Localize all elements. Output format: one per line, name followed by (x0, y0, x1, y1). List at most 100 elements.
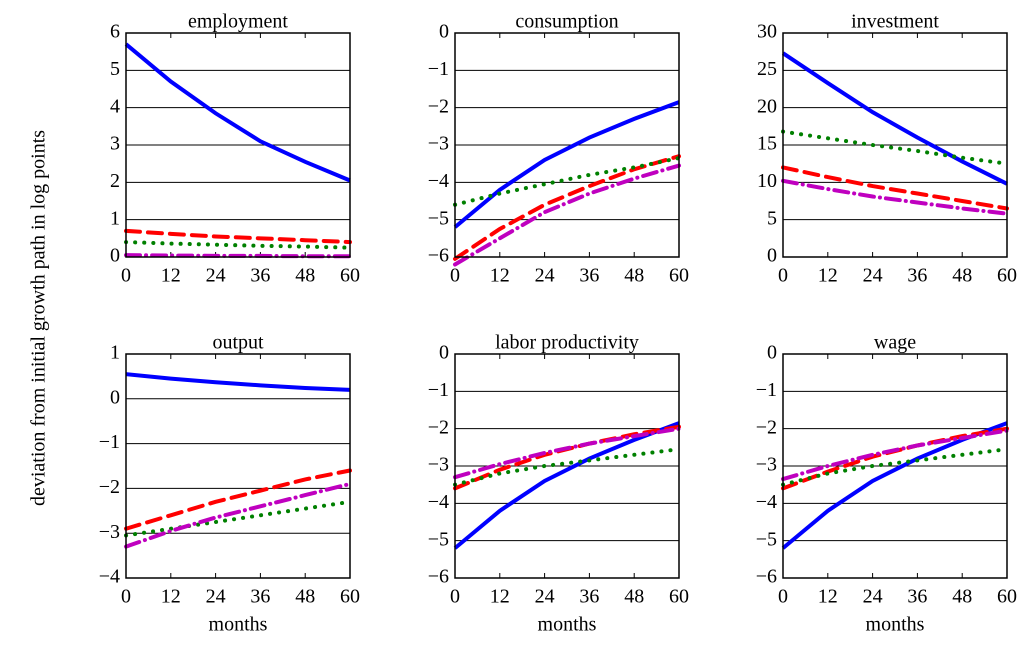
x-tick-label: 48 (952, 586, 972, 608)
series-line (781, 165, 1009, 211)
x-tick-label: 36 (907, 586, 927, 608)
y-tick-label: −3 (428, 133, 449, 155)
x-tick-label: 0 (121, 265, 131, 287)
y-tick-label: 1 (110, 342, 120, 364)
y-tick-label: −3 (99, 521, 120, 543)
y-axis-label: deviation from initial growth path in lo… (28, 130, 50, 506)
series-line (453, 447, 681, 487)
x-tick-label: 36 (907, 265, 927, 287)
x-tick-label: 24 (863, 265, 883, 287)
series-line (124, 253, 352, 259)
y-tick-label: 25 (757, 58, 777, 80)
y-tick-label: −6 (756, 566, 777, 588)
series-line (124, 481, 352, 549)
series-line (781, 428, 1009, 482)
series-line (124, 240, 352, 250)
y-tick-label: −2 (756, 416, 777, 438)
y-tick-label: −4 (428, 170, 449, 192)
y-tick-label: 5 (110, 58, 120, 80)
x-tick-label: 48 (952, 265, 972, 287)
x-tick-label: 24 (863, 586, 883, 608)
chart-title: labor productivity (495, 332, 639, 354)
series-line (124, 468, 352, 531)
series-line (453, 156, 681, 207)
y-tick-label: 15 (757, 133, 777, 155)
y-tick-label: −3 (428, 454, 449, 476)
chart-title: consumption (515, 11, 618, 33)
y-tick-label: 2 (110, 170, 120, 192)
x-tick-label: 36 (579, 265, 599, 287)
y-tick-label: −1 (99, 431, 120, 453)
plot-frame (782, 353, 1008, 579)
y-tick-label: 30 (757, 21, 777, 43)
series-line (781, 421, 1008, 550)
chart-title: investment (851, 11, 939, 33)
x-axis-label: months (866, 614, 925, 636)
x-tick-label: 36 (250, 265, 270, 287)
series-line (453, 421, 680, 550)
y-tick-label: 0 (439, 21, 449, 43)
chart-title: output (212, 332, 264, 354)
y-tick-label: 0 (767, 342, 777, 364)
y-tick-label: 5 (767, 207, 777, 229)
y-tick-label: 20 (757, 95, 777, 117)
series-line (781, 447, 1009, 487)
y-tick-label: −1 (428, 379, 449, 401)
y-tick-label: −1 (756, 379, 777, 401)
series-line (453, 426, 681, 480)
x-tick-label: 12 (818, 265, 838, 287)
chart-title: employment (188, 11, 288, 33)
x-tick-label: 36 (579, 586, 599, 608)
series-line (124, 228, 352, 245)
x-tick-label: 0 (778, 265, 788, 287)
y-tick-label: −4 (756, 491, 777, 513)
y-tick-label: 0 (767, 245, 777, 267)
x-tick-label: 24 (206, 586, 226, 608)
series-line (781, 178, 1009, 216)
y-tick-label: 10 (757, 170, 777, 192)
y-tick-label: −2 (428, 416, 449, 438)
x-tick-label: 0 (778, 586, 788, 608)
series-line (781, 51, 1008, 186)
plot-frame (782, 32, 1008, 258)
y-tick-label: −4 (428, 491, 449, 513)
x-tick-label: 48 (624, 265, 644, 287)
x-tick-label: 24 (535, 586, 555, 608)
x-tick-label: 0 (450, 265, 460, 287)
y-tick-label: −5 (428, 528, 449, 550)
x-tick-label: 12 (490, 265, 510, 287)
x-tick-label: 12 (818, 586, 838, 608)
y-tick-label: −5 (756, 528, 777, 550)
x-tick-label: 24 (535, 265, 555, 287)
series-line (124, 42, 351, 183)
x-tick-label: 0 (450, 586, 460, 608)
y-tick-label: −6 (428, 566, 449, 588)
y-tick-label: −6 (428, 245, 449, 267)
x-tick-label: 24 (206, 265, 226, 287)
x-tick-label: 60 (669, 586, 689, 608)
x-tick-label: 12 (490, 586, 510, 608)
x-tick-label: 60 (340, 586, 360, 608)
y-tick-label: −2 (99, 476, 120, 498)
y-tick-label: 4 (110, 95, 120, 117)
y-tick-label: 0 (110, 386, 120, 408)
chart-title: wage (874, 332, 916, 354)
y-tick-label: 1 (110, 207, 120, 229)
y-tick-label: 0 (439, 342, 449, 364)
y-tick-label: 3 (110, 133, 120, 155)
x-tick-label: 60 (997, 586, 1017, 608)
plot-frame (454, 353, 680, 579)
y-tick-label: −3 (756, 454, 777, 476)
y-tick-label: −5 (428, 207, 449, 229)
plot-frame (454, 32, 680, 258)
x-tick-label: 48 (295, 265, 315, 287)
y-tick-label: −2 (428, 95, 449, 117)
y-tick-label: 6 (110, 21, 120, 43)
x-tick-label: 48 (295, 586, 315, 608)
x-tick-label: 60 (669, 265, 689, 287)
plot-frame (125, 32, 351, 258)
x-tick-label: 0 (121, 586, 131, 608)
y-tick-label: −4 (99, 566, 120, 588)
x-tick-label: 12 (161, 586, 181, 608)
